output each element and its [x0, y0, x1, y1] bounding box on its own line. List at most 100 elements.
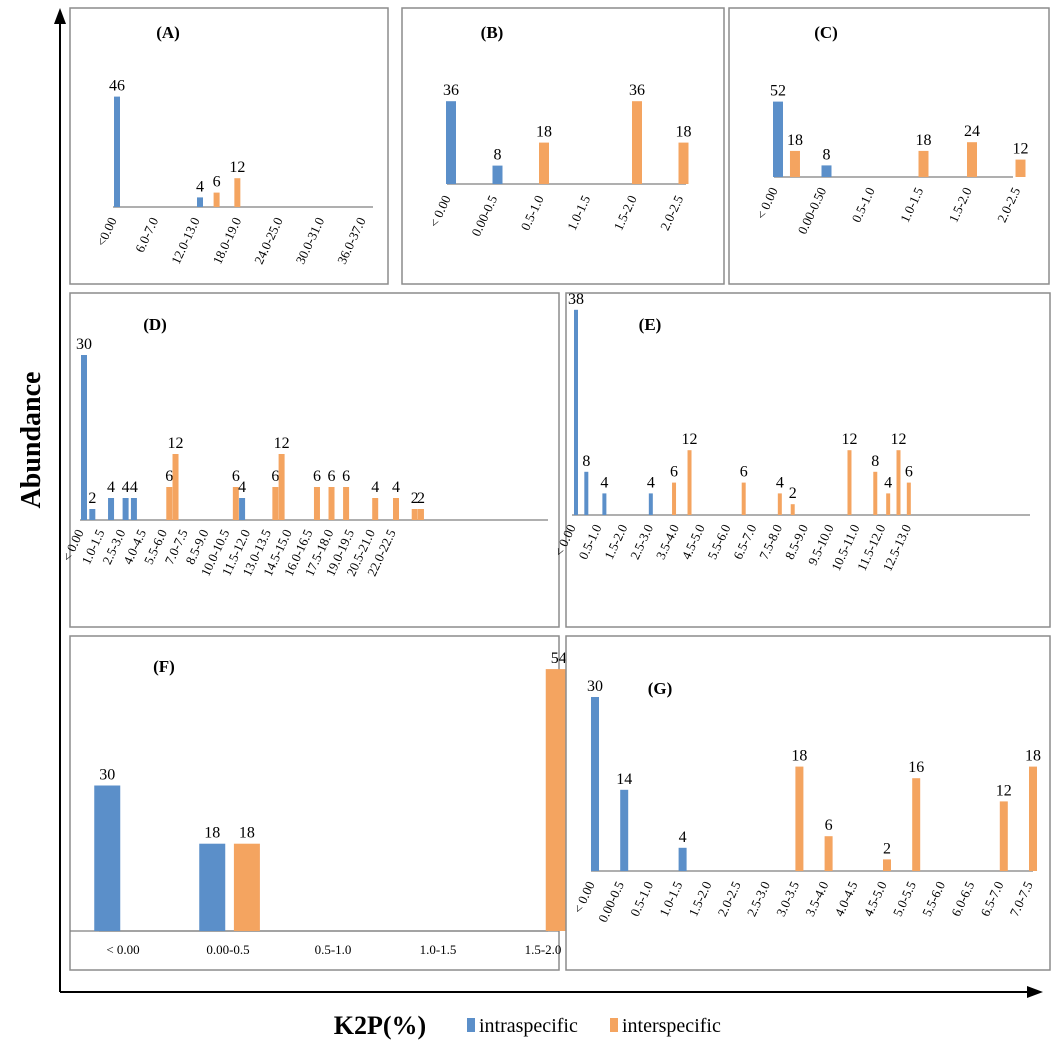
legend-swatch-interspecific — [610, 1018, 618, 1032]
bar-interspecific — [741, 482, 746, 515]
data-label: 30 — [76, 336, 92, 353]
bar-interspecific — [873, 471, 878, 515]
y-axis-arrow — [54, 8, 66, 24]
data-label: 4 — [130, 479, 138, 496]
panel-g-title: (G) — [648, 679, 673, 698]
tick-label: 0.00-0.5 — [206, 942, 249, 957]
bar-interspecific — [824, 836, 833, 871]
bar-interspecific — [328, 487, 335, 520]
data-label: 36 — [443, 82, 459, 99]
data-label: 8 — [582, 453, 590, 470]
data-label: 2 — [883, 840, 891, 857]
data-label: 18 — [787, 132, 803, 149]
data-label: 6 — [232, 468, 240, 485]
bar-intraspecific — [114, 96, 120, 207]
bar-interspecific — [539, 142, 549, 184]
bar-interspecific — [393, 498, 399, 520]
data-label: 18 — [916, 132, 932, 149]
data-label: 14 — [616, 771, 632, 788]
bar-intraspecific — [81, 355, 87, 520]
data-label: 8 — [823, 146, 831, 163]
bar-intraspecific — [94, 785, 121, 931]
data-label: 54 — [551, 650, 567, 667]
bar-interspecific — [790, 504, 795, 515]
panel-d-frame — [69, 292, 560, 628]
panel-d: (D)< 0.001.0-1.52.5-3.04.0-4.55.5-6.07.0… — [59, 292, 560, 628]
y-axis-title: Abundance — [16, 372, 47, 509]
data-label: 12 — [996, 782, 1012, 799]
bar-interspecific — [166, 487, 173, 520]
bar-interspecific — [278, 454, 285, 520]
data-label: 2 — [411, 490, 419, 507]
data-label: 4 — [600, 474, 608, 491]
bar-interspecific — [1015, 159, 1026, 177]
panel-a: (A)<0.00 6.0-7.0 12.0-13.0 18.0-19.0 24.0-25… — [69, 7, 635, 285]
bar-interspecific — [678, 142, 689, 184]
data-label: 6 — [342, 468, 350, 485]
bar-interspecific — [417, 509, 424, 520]
bar-intraspecific — [821, 165, 832, 177]
data-label: 30 — [587, 678, 603, 695]
data-label: 6 — [165, 468, 173, 485]
bar-interspecific — [213, 192, 220, 207]
bar-intraspecific — [591, 697, 599, 871]
data-label: 6 — [313, 468, 321, 485]
data-label: 36 — [629, 82, 645, 99]
data-label: 52 — [770, 83, 786, 100]
bar-intraspecific — [89, 509, 96, 520]
x-axis-title: K2P(%) — [334, 1011, 426, 1040]
bar-interspecific — [372, 498, 379, 520]
bar-interspecific — [632, 101, 642, 184]
data-label: 6 — [328, 468, 336, 485]
bar-interspecific — [847, 450, 852, 515]
tick-label: 1.0-1.5 — [420, 942, 457, 957]
bar-intraspecific — [108, 498, 115, 520]
bar-interspecific — [234, 178, 241, 207]
bar-interspecific — [967, 142, 977, 177]
data-label: 18 — [536, 124, 552, 141]
bar-intraspecific — [492, 165, 503, 184]
legend: intraspecific interspecific — [467, 1015, 721, 1037]
panel-e-frame — [565, 292, 1051, 628]
panel-c: (C)< 0.00 0.00-0.50 0.5-1.0 1.0-1.5 1.5-2.0 2… — [728, 7, 1050, 285]
data-label: 6 — [905, 464, 913, 481]
bar-interspecific — [411, 509, 418, 520]
bar-interspecific — [886, 493, 891, 515]
bar-intraspecific — [648, 493, 653, 515]
data-label: 2 — [789, 485, 797, 502]
data-label: 12 — [841, 431, 857, 448]
data-label: 8 — [871, 453, 879, 470]
panel-g-frame — [565, 635, 1051, 971]
panel-f-frame — [69, 635, 560, 971]
bar-intraspecific — [446, 101, 456, 184]
bar-intraspecific — [602, 493, 607, 515]
data-label: 16 — [908, 759, 924, 776]
data-label: 6 — [670, 464, 678, 481]
data-label: 18 — [676, 124, 692, 141]
data-label: 4 — [647, 474, 655, 491]
bar-interspecific — [999, 801, 1008, 871]
data-label: 12 — [1013, 141, 1029, 158]
bar-interspecific — [172, 454, 179, 520]
bar-interspecific — [1029, 766, 1037, 871]
panel-d-title: (D) — [143, 315, 167, 334]
bar-intraspecific — [678, 847, 687, 871]
data-label: 38 — [568, 291, 584, 308]
bar-interspecific — [232, 487, 239, 520]
data-label: 4 — [238, 479, 246, 496]
bar-interspecific — [672, 482, 677, 515]
panel-g: (G)< 0.000.00-0.5 0.5-1.0 1.0-1.5 1.5-2.0 2.… — [565, 635, 1051, 971]
panel-e-title: (E) — [639, 315, 662, 334]
bar-interspecific — [896, 450, 901, 515]
bar-intraspecific — [239, 498, 246, 520]
bar-interspecific — [789, 150, 800, 177]
data-label: 8 — [494, 147, 502, 164]
panel-f: (F) < 0.00 0.00-0.5 0.5-1.0 1.0-1.5 1.5-2.0 30… — [69, 635, 572, 971]
data-label: 12 — [274, 435, 290, 452]
data-label: 6 — [740, 464, 748, 481]
panel-f-title: (F) — [153, 657, 175, 676]
data-label: 6 — [213, 174, 221, 191]
panel-c-title: (C) — [814, 23, 838, 42]
tick-label: < 0.00 — [106, 942, 139, 957]
